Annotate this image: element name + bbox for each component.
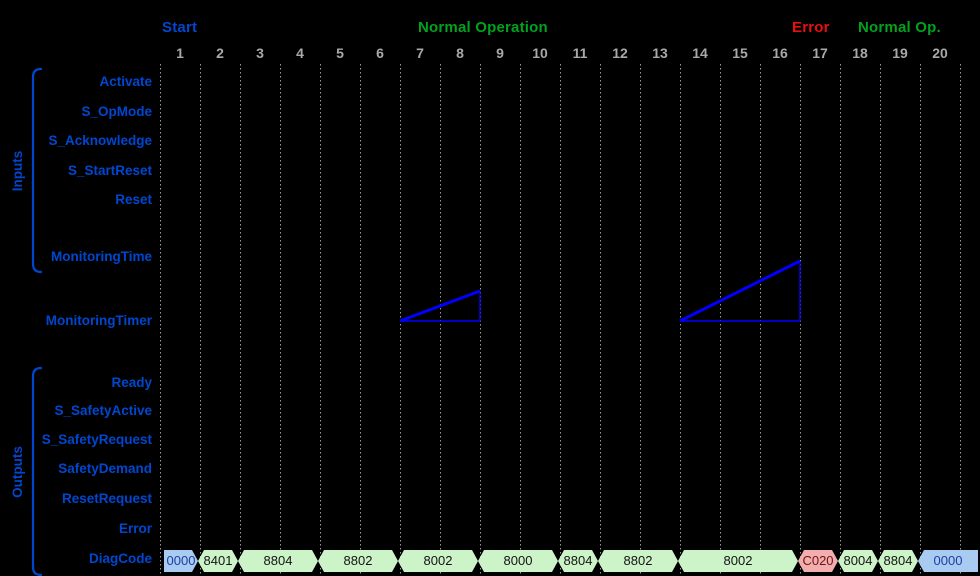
signal-label-s_acknowledge: S_Acknowledge (48, 133, 152, 148)
diagcode-segment: 8000 (478, 550, 558, 572)
grid-line (440, 64, 441, 576)
signal-label-activate: Activate (99, 74, 152, 89)
grid-line (280, 64, 281, 576)
grid-line (640, 64, 641, 576)
phase-label-normal-op-: Normal Op. (858, 19, 941, 36)
tick-label: 12 (612, 45, 628, 61)
tick-label: 2 (216, 45, 224, 61)
outputs-brace (31, 366, 43, 576)
tick-label: 20 (932, 45, 948, 61)
grid-line (160, 64, 161, 576)
tick-label: 8 (456, 45, 464, 61)
diagcode-segment: 8004 (838, 550, 878, 572)
tick-label: 16 (772, 45, 788, 61)
signal-label-error: Error (118, 521, 152, 536)
grid-line (720, 64, 721, 576)
grid-line (360, 64, 361, 576)
monitoring-timer-ramps (399, 259, 801, 323)
diagcode-segment: 8804 (558, 550, 598, 572)
diagcode-segment: 8802 (318, 550, 398, 572)
signal-label-s_startreset: S_StartReset (67, 163, 152, 178)
tick-label: 4 (296, 45, 304, 61)
inputs-brace (31, 67, 43, 274)
signal-label-s_opmode: S_OpMode (81, 104, 152, 119)
diagcode-segment: 8002 (678, 550, 798, 572)
signal-label-resetrequest: ResetRequest (61, 491, 152, 506)
grid-line (240, 64, 241, 576)
tick-label: 10 (532, 45, 548, 61)
tick-label: 3 (256, 45, 264, 61)
diagcode-segment: 8802 (598, 550, 678, 572)
grid-line (840, 64, 841, 576)
tick-label: 15 (732, 45, 748, 61)
tick-label: 18 (852, 45, 868, 61)
tick-label: 1 (176, 45, 184, 61)
signal-label-diagcode: DiagCode (88, 551, 152, 566)
grid-line (200, 64, 201, 576)
signal-label-s_safetyactive: S_SafetyActive (54, 403, 152, 418)
diagcode-segment: 0000 (918, 550, 978, 572)
grid-line (920, 64, 921, 576)
ramp-line (679, 259, 801, 323)
tick-label: 7 (416, 45, 424, 61)
signal-label-monitoringtimer: MonitoringTimer (45, 313, 152, 328)
diagcode-segment: 8401 (198, 550, 238, 572)
grid-line (560, 64, 561, 576)
grid-line (880, 64, 881, 576)
grid-line (520, 64, 521, 576)
tick-label: 6 (376, 45, 384, 61)
grid-line (320, 64, 321, 576)
tick-label: 9 (496, 45, 504, 61)
grid-line (960, 64, 961, 576)
diagcode-segment: C020 (798, 550, 838, 572)
tick-label: 13 (652, 45, 668, 61)
tick-label: 19 (892, 45, 908, 61)
tick-label: 17 (812, 45, 828, 61)
signal-label-safetydemand: SafetyDemand (58, 461, 152, 476)
signal-label-reset: Reset (115, 192, 152, 207)
tick-label: 14 (692, 45, 708, 61)
diagcode-segment: 8002 (398, 550, 478, 572)
signal-label-s_safetyrequest: S_SafetyRequest (41, 432, 152, 447)
diagcode-segment: 8804 (238, 550, 318, 572)
signal-label-monitoringtime: MonitoringTime (51, 249, 152, 264)
ramp-line (399, 289, 481, 323)
grid-line (600, 64, 601, 576)
phase-label-start: Start (162, 19, 198, 36)
phase-label-normal-operation: Normal Operation (418, 19, 548, 36)
diagcode-segment: 0000 (164, 550, 198, 572)
tick-label: 5 (336, 45, 344, 61)
diagcode-segment: 8804 (878, 550, 918, 572)
grid-line (760, 64, 761, 576)
phase-label-error: Error (792, 19, 830, 36)
tick-label: 11 (572, 45, 588, 61)
signal-label-ready: Ready (111, 375, 152, 390)
